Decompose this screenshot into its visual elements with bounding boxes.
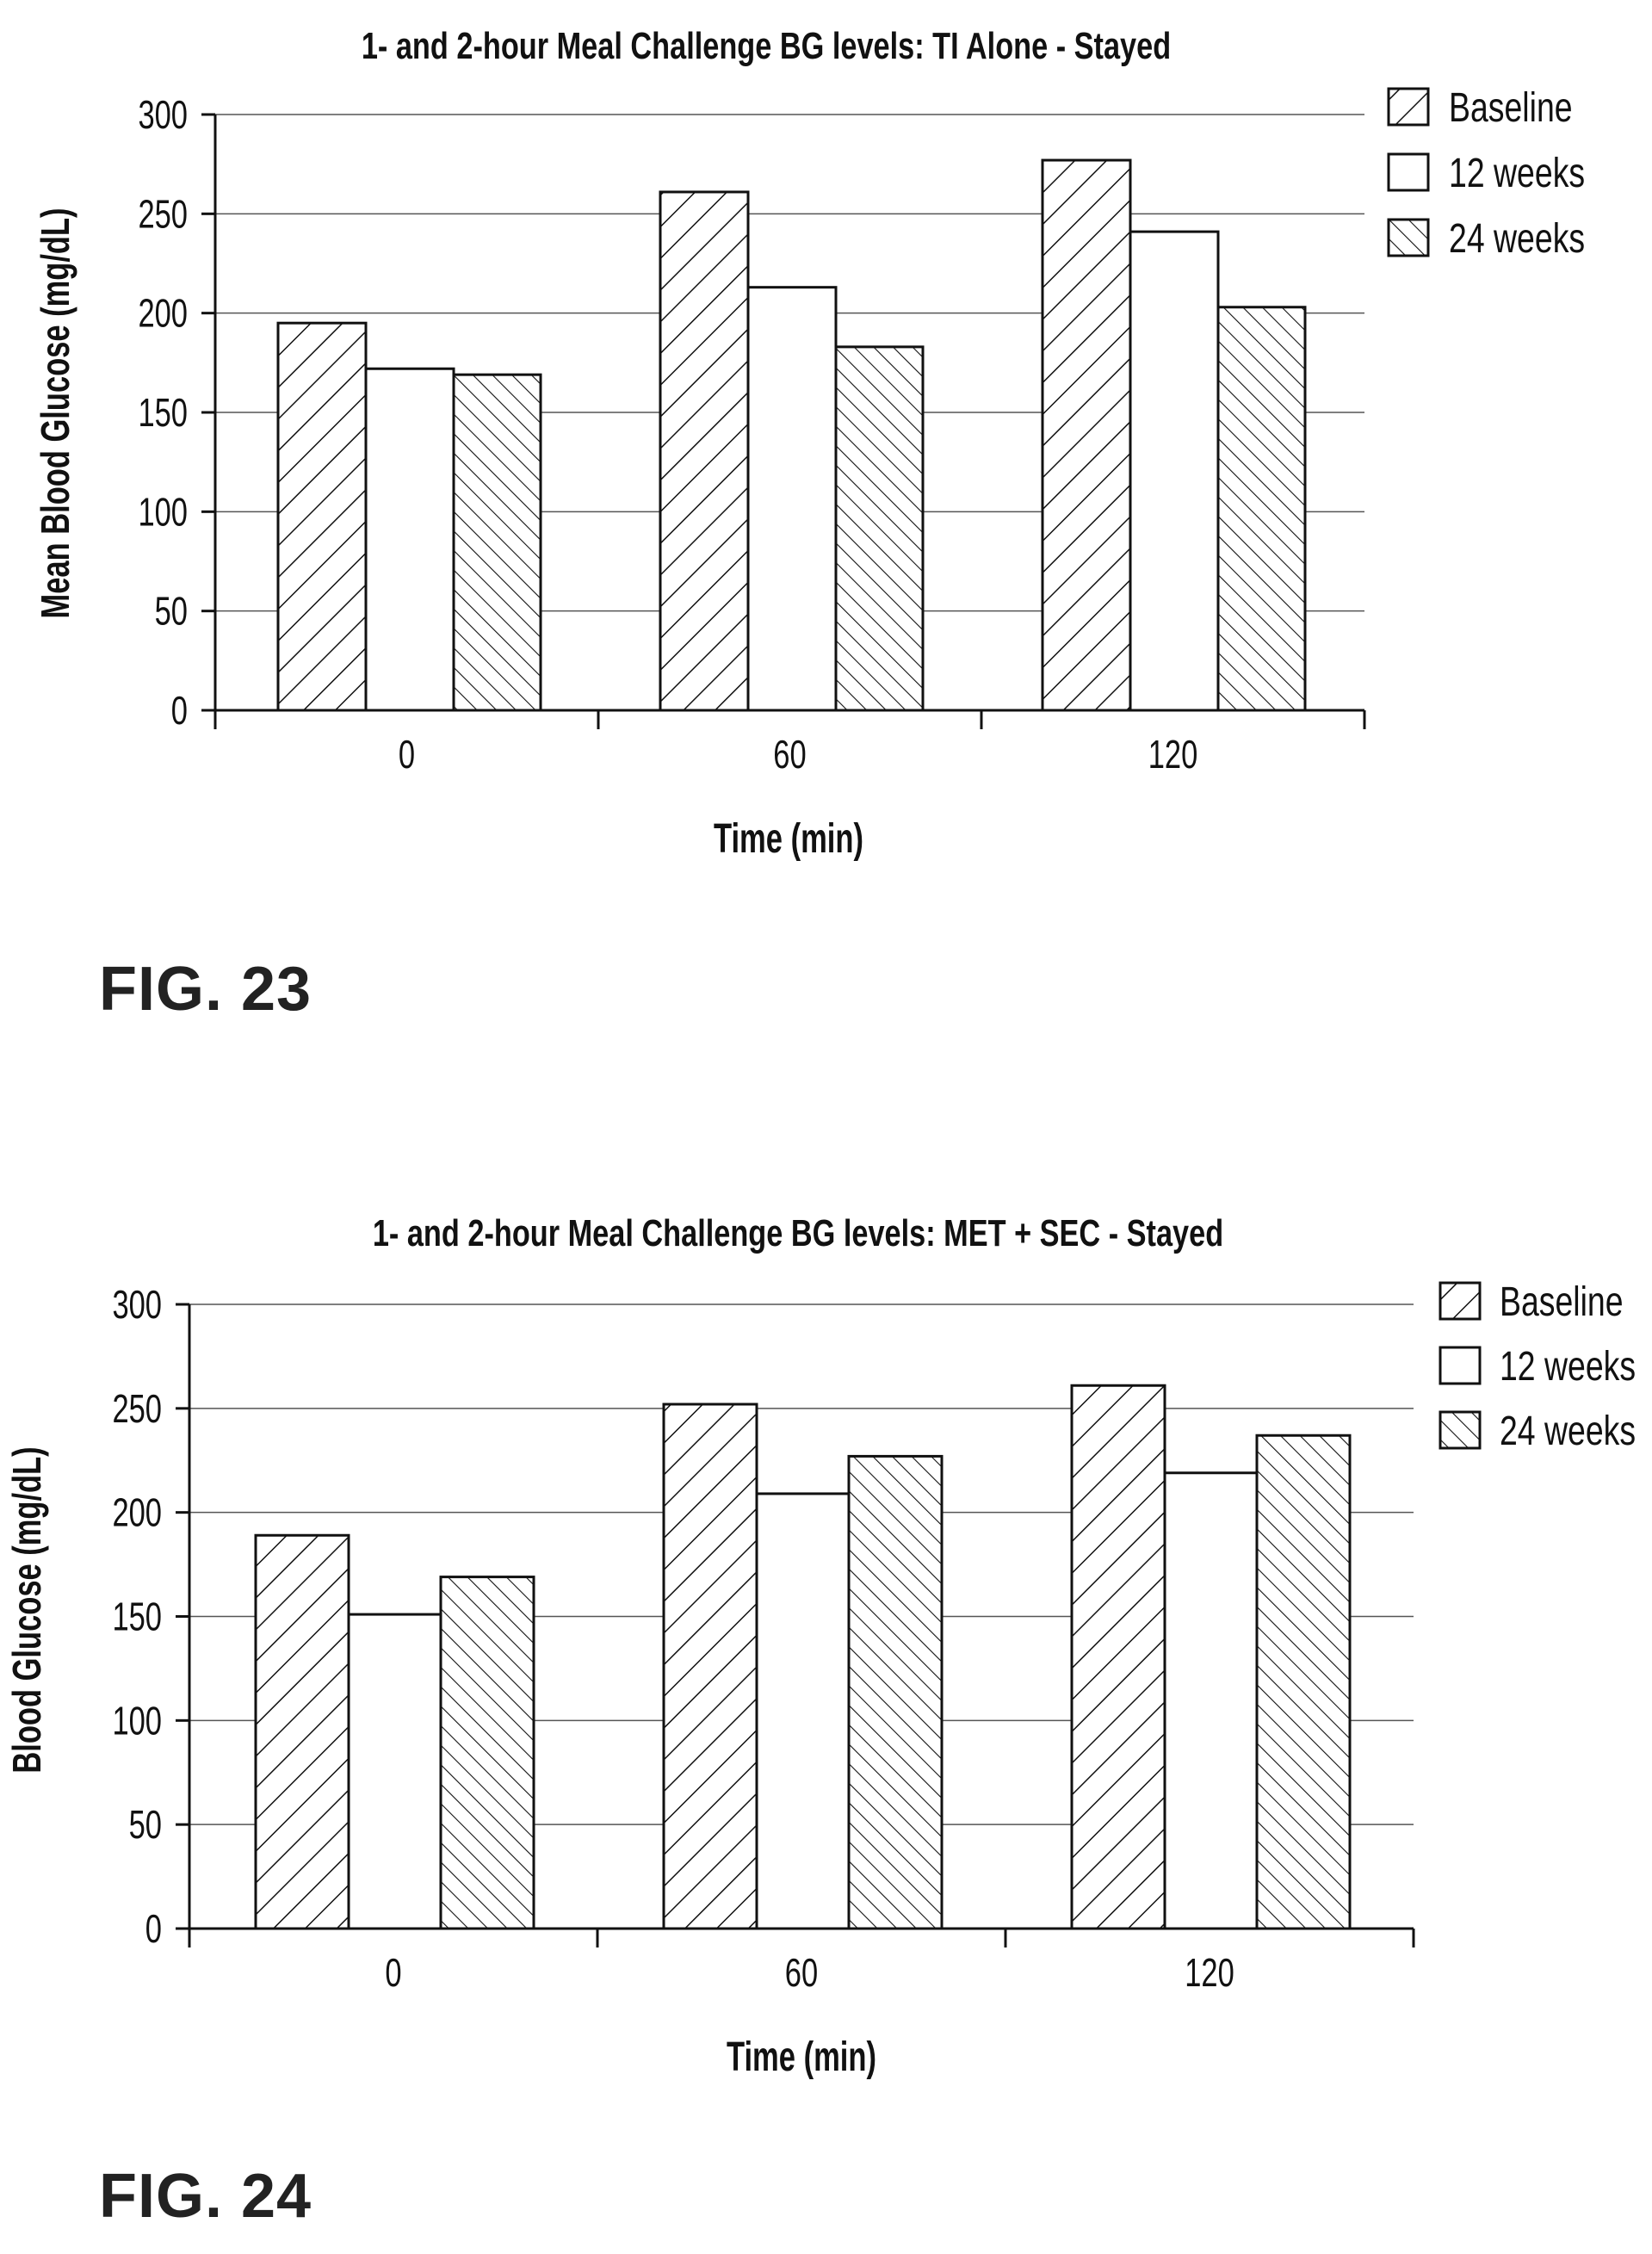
legend-swatch-24-weeks xyxy=(1439,1410,1482,1450)
legend-label-12-weeks: 12 weeks xyxy=(1500,1344,1636,1390)
legend-swatch-baseline xyxy=(1387,87,1430,127)
legend-label-baseline: Baseline xyxy=(1500,1279,1624,1326)
y-tick-label-200: 200 xyxy=(112,1490,162,1535)
y-tick-label-0: 0 xyxy=(145,1906,162,1951)
legend-swatch-baseline xyxy=(1439,1281,1482,1321)
y-tick-label-150: 150 xyxy=(138,390,188,435)
legend-swatch-12-weeks xyxy=(1439,1346,1482,1385)
y-tick-label-300: 300 xyxy=(138,92,188,137)
y-tick-label-150: 150 xyxy=(112,1595,162,1639)
x-axis-label: Time (min) xyxy=(727,2033,876,2079)
bar-12-weeks-120 xyxy=(1163,1471,1259,1930)
y-tick-label-200: 200 xyxy=(138,291,188,336)
y-axis-label: Blood Glucose (mg/dL) xyxy=(4,1446,49,1773)
bar-24-weeks-0 xyxy=(452,373,542,712)
bar-24-weeks-0 xyxy=(439,1576,535,1930)
chart-title: 1- and 2-hour Meal Challenge BG levels: … xyxy=(362,25,1171,67)
bar-baseline-120 xyxy=(1070,1384,1166,1930)
y-tick-label-0: 0 xyxy=(171,688,188,733)
y-tick-label-100: 100 xyxy=(112,1698,162,1743)
bar-24-weeks-60 xyxy=(847,1454,944,1930)
bar-baseline-60 xyxy=(662,1403,758,1930)
x-tick-label-0: 0 xyxy=(385,1950,401,1995)
x-tick-label-120: 120 xyxy=(1148,732,1198,777)
bar-24-weeks-60 xyxy=(834,345,925,712)
x-tick-label-60: 60 xyxy=(773,732,806,777)
figure-label-24: FIG. 24 xyxy=(99,2162,312,2231)
bar-12-weeks-60 xyxy=(755,1492,851,1930)
bar-baseline-0 xyxy=(276,321,368,712)
y-tick-label-50: 50 xyxy=(155,589,188,634)
figure-label-23: FIG. 23 xyxy=(99,955,312,1024)
bar-12-weeks-120 xyxy=(1129,230,1220,712)
bar-12-weeks-60 xyxy=(746,286,838,712)
y-tick-label-50: 50 xyxy=(129,1802,162,1847)
y-tick-label-300: 300 xyxy=(112,1282,162,1327)
legend-swatch-12-weeks xyxy=(1387,152,1430,192)
chart-title: 1- and 2-hour Meal Challenge BG levels: … xyxy=(373,1212,1223,1254)
bar-12-weeks-0 xyxy=(347,1613,442,1930)
legend-label-24-weeks: 24 weeks xyxy=(1500,1409,1636,1455)
bar-12-weeks-0 xyxy=(364,367,455,712)
legend-label-24-weeks: 24 weeks xyxy=(1449,216,1585,263)
bar-24-weeks-120 xyxy=(1216,306,1307,712)
y-tick-label-100: 100 xyxy=(138,489,188,534)
bar-baseline-0 xyxy=(254,1533,350,1930)
x-axis-label: Time (min) xyxy=(714,814,863,861)
legend-label-baseline: Baseline xyxy=(1449,85,1573,132)
legend-label-12-weeks: 12 weeks xyxy=(1449,151,1585,197)
bar-chart-fig23: 1- and 2-hour Meal Challenge BG levels: … xyxy=(33,25,1585,861)
x-tick-label-60: 60 xyxy=(785,1950,818,1995)
bar-baseline-120 xyxy=(1041,158,1132,712)
x-tick-label-120: 120 xyxy=(1185,1950,1234,1995)
y-axis-label: Mean Blood Glucose (mg/dL) xyxy=(33,207,77,618)
y-tick-label-250: 250 xyxy=(138,191,188,236)
y-tick-label-250: 250 xyxy=(112,1386,162,1431)
legend-swatch-24-weeks xyxy=(1387,218,1430,257)
bar-baseline-60 xyxy=(659,190,750,712)
x-tick-label-0: 0 xyxy=(399,732,415,777)
bar-24-weeks-120 xyxy=(1255,1434,1352,1930)
bar-chart-fig24: 1- and 2-hour Meal Challenge BG levels: … xyxy=(4,1212,1636,2079)
